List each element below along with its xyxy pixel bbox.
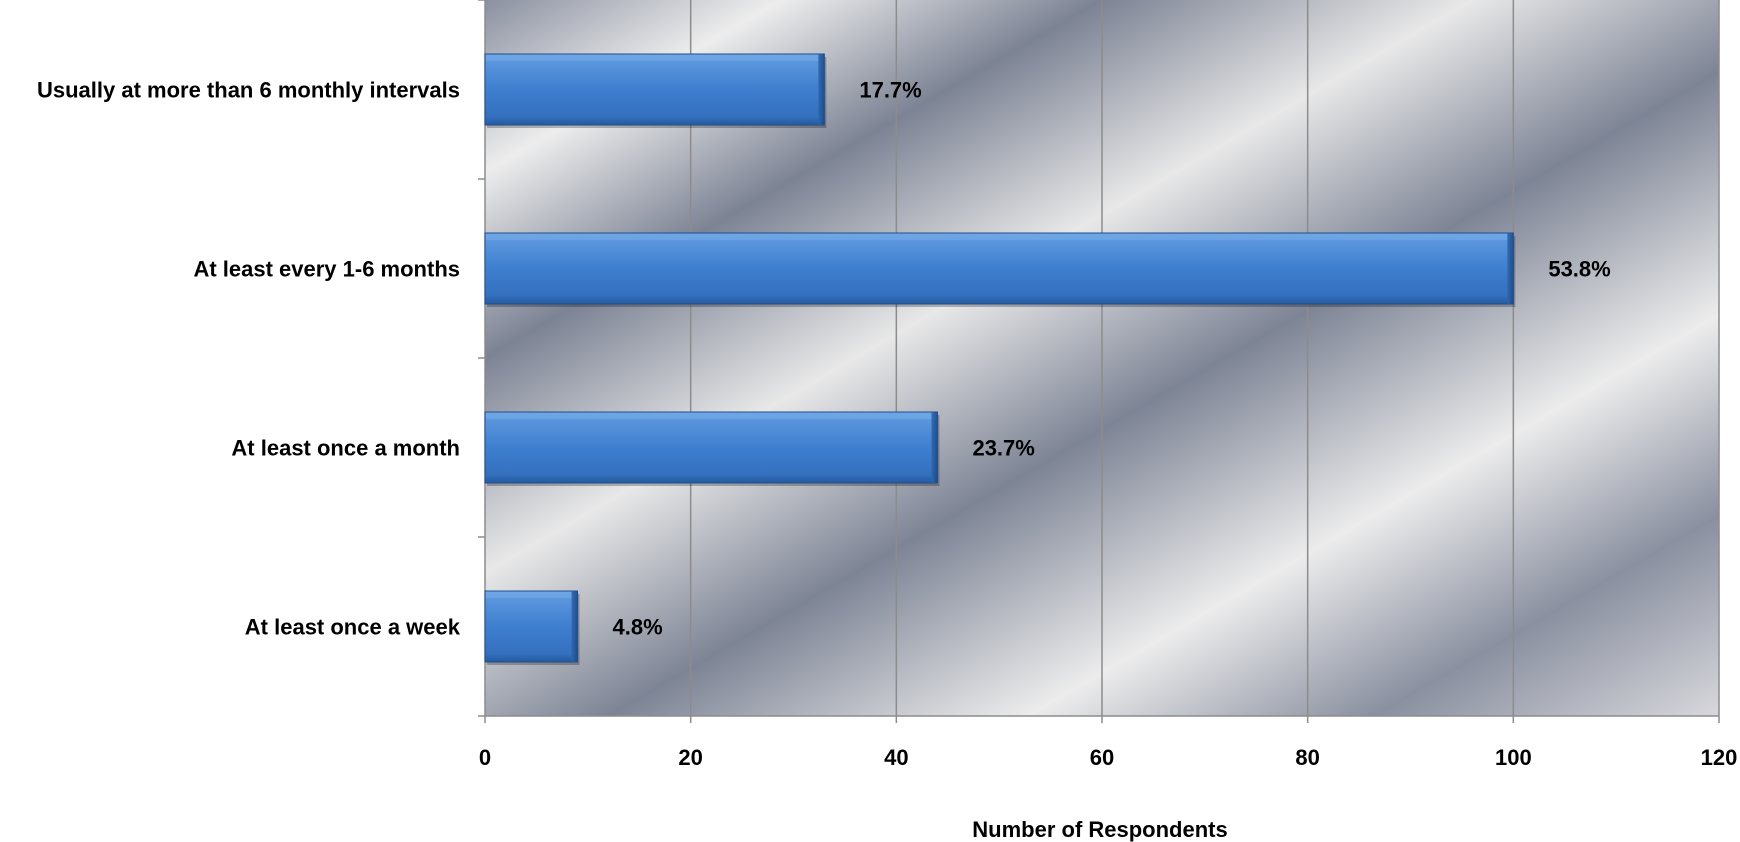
bar-body (484, 411, 938, 484)
bar-highlight (486, 413, 937, 419)
bar-end-bevel (931, 412, 938, 483)
bar (484, 411, 940, 486)
bar-highlight (486, 55, 824, 61)
data-label: 17.7% (859, 78, 921, 103)
bar-body (484, 53, 825, 126)
x-tick-labels: 0 20 40 60 80 100 120 (479, 745, 1737, 770)
x-axis-title: Number of Respondents (972, 817, 1227, 842)
category-label: At least every 1-6 months (193, 257, 460, 282)
x-tick-label: 80 (1295, 745, 1319, 770)
data-label: 23.7% (972, 436, 1034, 461)
x-tick-label: 60 (1090, 745, 1114, 770)
data-label: 53.8% (1548, 257, 1610, 282)
category-label: Usually at more than 6 monthly intervals (37, 78, 460, 103)
x-tick-label: 20 (678, 745, 702, 770)
x-tick-label: 40 (884, 745, 908, 770)
category-label: At least once a week (245, 615, 461, 640)
data-labels: 17.7% 53.8% 23.7% 4.8% (613, 78, 1611, 640)
category-label: At least once a month (231, 436, 460, 461)
bars (484, 53, 1516, 665)
category-labels: Usually at more than 6 monthly intervals… (37, 78, 461, 640)
bar-body (484, 232, 1514, 305)
x-tick-label: 120 (1701, 745, 1738, 770)
bar-highlight (486, 234, 1513, 240)
bar-end-bevel (571, 591, 578, 662)
bar-end-bevel (818, 54, 825, 125)
data-label: 4.8% (613, 615, 663, 640)
x-tick-label: 0 (479, 745, 491, 770)
bar (484, 590, 580, 665)
bar-highlight (486, 592, 577, 598)
bar (484, 232, 1516, 307)
bar (484, 53, 827, 128)
bar-end-bevel (1507, 233, 1514, 304)
bar-body (484, 590, 579, 663)
x-tick-label: 100 (1495, 745, 1532, 770)
